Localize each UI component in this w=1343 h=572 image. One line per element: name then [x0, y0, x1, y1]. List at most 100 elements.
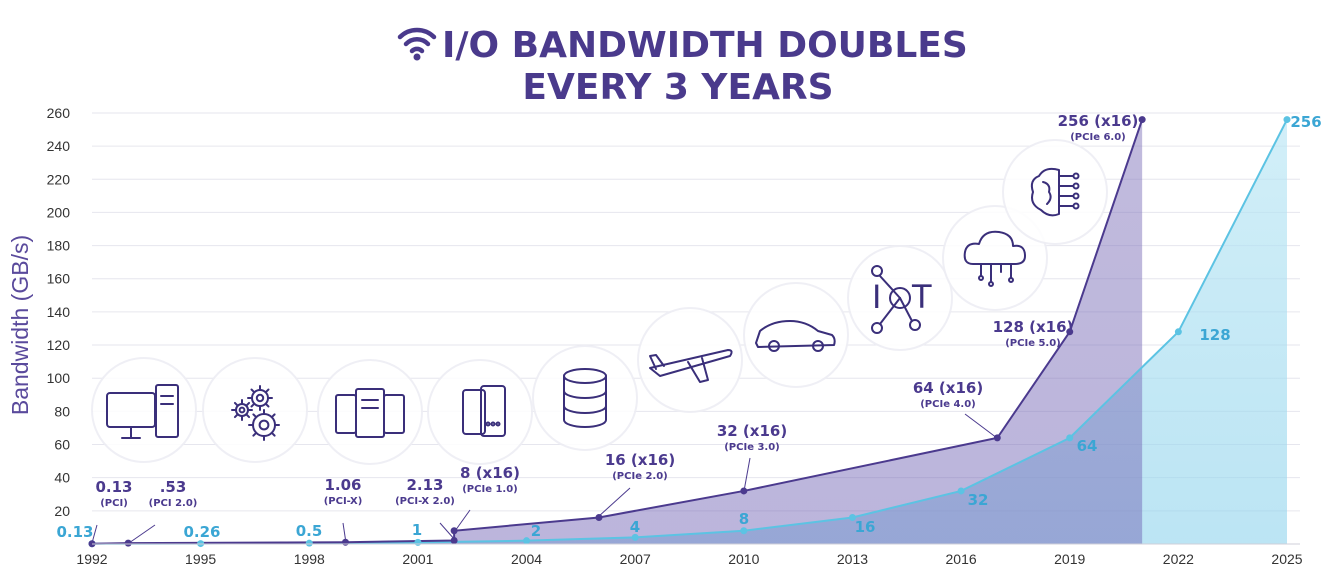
y-tick-120: 120 — [47, 337, 71, 353]
iot-text: I — [872, 278, 881, 316]
pcie-leader-1 — [128, 524, 156, 544]
circuit-node-1 — [1072, 182, 1080, 190]
y-tick-240: 240 — [47, 138, 71, 154]
circuit-node-0 — [1072, 172, 1080, 180]
dot-1 — [485, 421, 491, 427]
pcie-label-6: 32 (x16) — [717, 422, 787, 440]
trend-label-1995: 0.26 — [183, 523, 220, 541]
cloud-shape — [963, 230, 1026, 265]
gear-tooth — [264, 402, 270, 408]
gear-hub — [255, 393, 265, 403]
trend-label-2013: 16 — [855, 518, 876, 536]
tablet-shape — [480, 385, 506, 437]
iot-text: T — [911, 278, 932, 316]
db-body — [563, 375, 607, 428]
pcie-label-3: 2.13 — [406, 476, 443, 494]
pcie-label-2: 1.06 — [324, 476, 361, 494]
gear-tooth — [250, 402, 256, 408]
iot-link-1 — [879, 275, 901, 299]
chart-title: I/O BANDWIDTH DOUBLES EVERY 3 YEARS — [397, 25, 968, 108]
x-tick-2025: 2025 — [1271, 551, 1302, 567]
pcie-sublabel-4: (PCIe 1.0) — [462, 484, 518, 495]
iot-node-3 — [871, 322, 883, 334]
pcie-sublabel-6: (PCIe 3.0) — [724, 442, 780, 453]
y-tick-200: 200 — [47, 204, 71, 220]
car-wheel-2 — [812, 340, 824, 352]
pcie-line — [91, 119, 1144, 545]
trend-label-2019: 64 — [1077, 437, 1098, 455]
pcie-label-4: 8 (x16) — [460, 464, 520, 482]
gear-hub — [258, 419, 270, 431]
trend-point-2001 — [414, 538, 422, 546]
wifi-icon — [397, 27, 437, 61]
gear-tooth — [270, 413, 276, 419]
iot-link-3 — [879, 297, 901, 325]
x-tick-1998: 1998 — [294, 551, 325, 567]
x-tick-2022: 2022 — [1163, 551, 1194, 567]
phone-shape — [462, 389, 486, 435]
pcie-point-7 — [993, 434, 1001, 442]
trend-point-2013 — [848, 513, 856, 521]
gear-tooth — [270, 431, 276, 437]
pcie-sublabel-1: (PCI 2.0) — [149, 498, 198, 509]
series-lines — [88, 116, 1291, 548]
y-tick-20: 20 — [54, 503, 70, 519]
x-tick-2019: 2019 — [1054, 551, 1085, 567]
trend-label-2004: 2 — [531, 522, 541, 540]
pcie-label-5: 16 (x16) — [605, 451, 675, 469]
cloud-node-2 — [988, 281, 994, 287]
trend-label-2016: 32 — [968, 491, 989, 509]
pcie-leader-0 — [91, 524, 98, 544]
x-tick-2016: 2016 — [946, 551, 977, 567]
trend-point-2007 — [631, 533, 639, 541]
pcie-sublabel-3: (PCI-X 2.0) — [395, 496, 455, 507]
pcie-point-1 — [124, 539, 132, 547]
pcie-sublabel-5: (PCIe 2.0) — [612, 471, 668, 482]
pcie-point-3 — [450, 536, 458, 544]
pcie-leader-6 — [743, 457, 751, 492]
x-tick-1995: 1995 — [185, 551, 216, 567]
gears-icon — [202, 357, 308, 463]
trend-label-2007: 4 — [630, 518, 640, 536]
gear-tooth — [250, 388, 256, 394]
ai-brain-icon — [1002, 139, 1108, 245]
y-tick-60: 60 — [54, 437, 70, 453]
pcie-label-1: .53 — [160, 478, 187, 496]
gear-tooth — [245, 413, 251, 419]
computer-tower-icon — [91, 357, 197, 463]
y-tick-260: 260 — [47, 105, 71, 121]
x-tick-2013: 2013 — [837, 551, 868, 567]
pcie-sublabel-0: (PCI) — [100, 498, 128, 509]
x-tick-2010: 2010 — [728, 551, 759, 567]
pcie-area — [92, 119, 1143, 544]
y-tick-180: 180 — [47, 238, 71, 254]
mobile-devices-icon — [427, 359, 533, 465]
series-areas — [92, 119, 1287, 544]
airplane-icon-bg — [637, 307, 743, 413]
trend-point-2004 — [523, 537, 531, 545]
pcie-leader-3 — [439, 522, 456, 541]
dot-2 — [490, 421, 496, 427]
pcie-leader-2 — [342, 522, 347, 544]
x-tick-2001: 2001 — [402, 551, 433, 567]
pcie-leader-4 — [454, 509, 471, 532]
gear-tooth — [233, 401, 239, 407]
y-tick-220: 220 — [47, 171, 71, 187]
database-icon — [532, 345, 638, 451]
pcie-label-9: 256 (x16) — [1058, 112, 1139, 130]
axes: 20 40 60 80 100 120 140 160 180 200 220 240 260 1992 1… — [47, 105, 1303, 567]
trend-point-1998 — [305, 539, 313, 547]
ai-brain-icon-bg — [1002, 139, 1108, 245]
car-wheel-1 — [768, 340, 780, 352]
gear-tooth — [252, 413, 258, 419]
trend-area — [92, 119, 1287, 544]
trend-label-2025: 256 — [1290, 113, 1321, 131]
trend-point-2016 — [957, 487, 965, 495]
trend-label-2022: 128 — [1199, 326, 1230, 344]
brain-fold — [1042, 181, 1052, 205]
iot-o — [889, 287, 911, 309]
pcie-label-0: 0.13 — [95, 478, 132, 496]
pcie-point-9 — [1138, 116, 1146, 124]
